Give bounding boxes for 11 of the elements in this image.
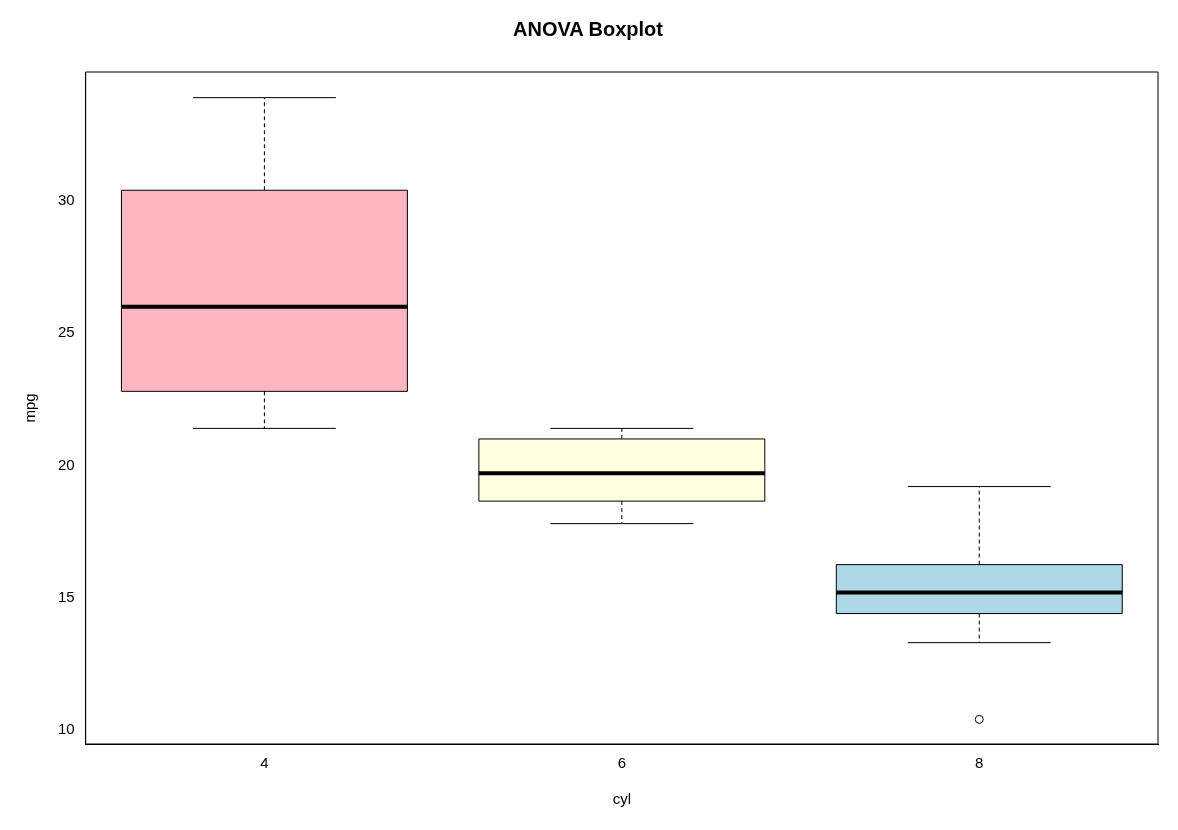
x-tick-label: 4 xyxy=(260,754,269,772)
y-tick-label: 10 xyxy=(58,720,75,738)
chart-title: ANOVA Boxplot xyxy=(513,17,664,40)
y-tick-label: 30 xyxy=(58,190,75,208)
x-tick-label: 6 xyxy=(617,754,627,772)
x-tick-label: 8 xyxy=(975,754,984,772)
y-tick-label: 15 xyxy=(58,587,75,605)
y-tick-label: 20 xyxy=(58,455,75,473)
y-axis-title: mpg xyxy=(21,393,39,423)
y-tick-label: 25 xyxy=(58,323,75,341)
x-axis-title: cyl xyxy=(612,790,632,808)
